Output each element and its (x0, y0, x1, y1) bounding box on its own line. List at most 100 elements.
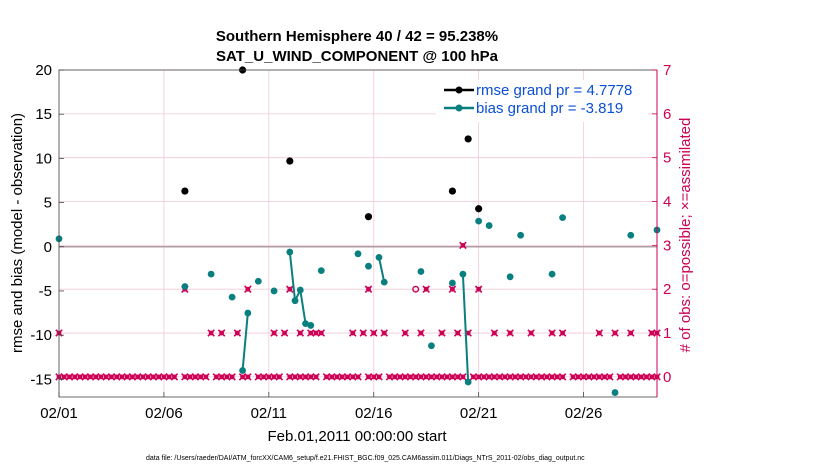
obs-count-possible-marker-dot (439, 330, 445, 336)
obs-count-possible-marker-dot (423, 286, 429, 292)
obs-count-assimilated-marker-dot (549, 374, 555, 380)
obs-count-assimilated-marker-dot (460, 374, 466, 380)
obs-count-assimilated-marker-dot (355, 374, 361, 380)
obs-count-assimilated-marker-dot (329, 374, 335, 380)
x-tick-label: 02/16 (355, 405, 393, 422)
obs-count-possible-marker-dot (381, 330, 387, 336)
obs-count-possible-marker (490, 329, 499, 337)
legend-rmse-marker (455, 86, 463, 94)
obs-count-assimilated-marker-dot (172, 374, 177, 380)
obs-count-possible-marker (244, 285, 252, 293)
obs-count-assimilated-marker-dot (67, 374, 72, 380)
obs-count-possible-marker-dot (318, 330, 324, 336)
obs-count-assimilated-marker-dot (182, 374, 188, 380)
obs-count-possible-marker-dot (360, 330, 366, 336)
legend-box (436, 80, 648, 122)
obs-count-assimilated-marker-dot (623, 374, 628, 380)
obs-count-assimilated-marker-dot (103, 374, 109, 380)
obs-count-assimilated-marker-dot (376, 374, 382, 380)
obs-count-assimilated-marker-dot (586, 374, 592, 380)
bias-point (428, 342, 435, 350)
obs-count-assimilated-marker-dot (638, 374, 644, 380)
obs-count-open-marker (412, 285, 420, 293)
obs-count-assimilated-marker-dot (61, 374, 67, 380)
obs-count-assimilated-marker-dot (602, 374, 607, 380)
obs-count-assimilated-marker-dot (434, 374, 440, 380)
obs-count-assimilated-marker-dot (240, 374, 245, 380)
obs-count-assimilated-marker-dot (544, 374, 550, 380)
bias-point (380, 278, 388, 286)
y2-tick-label: 5 (663, 150, 671, 167)
obs-count-possible-marker (401, 329, 409, 337)
y2-tick-label: 7 (663, 62, 671, 79)
rmse-point (181, 187, 189, 195)
obs-count-possible-marker-dot (612, 330, 618, 336)
obs-count-assimilated-marker (354, 373, 362, 381)
obs-count-assimilated-marker-dot (271, 374, 277, 380)
obs-count-assimilated-marker-dot (429, 374, 434, 380)
legend-rmse-label: rmse grand pr = 4.7778 (476, 82, 632, 99)
obs-count-assimilated-marker-dot (617, 374, 623, 380)
bias-point (375, 253, 383, 261)
obs-count-possible-marker (317, 329, 326, 337)
obs-count-assimilated-marker-dot (187, 374, 193, 380)
bias-point (548, 270, 556, 278)
y2-tick-label: 0 (663, 369, 671, 386)
obs-count-assimilated-marker-dot (471, 374, 476, 380)
obs-count-assimilated-marker-dot (607, 374, 613, 380)
obs-count-assimilated-marker-dot (455, 374, 461, 380)
obs-count-assimilated-marker-dot (528, 374, 534, 380)
obs-count-assimilated-marker-dot (109, 374, 114, 380)
x-tick-label: 02/11 (251, 405, 287, 422)
obs-count-assimilated-marker-dot (255, 374, 261, 380)
x-axis-ticks: 02/01 02/06 02/11 02/16 02/21 02/26 (40, 392, 602, 422)
obs-count-assimilated-marker-dot (219, 374, 225, 380)
obs-count-assimilated-marker-dot (628, 374, 634, 380)
obs-count-possible-marker-dot (350, 330, 356, 336)
bias-point (559, 214, 566, 221)
obs-count-possible-marker-dot (528, 330, 534, 336)
obs-count-assimilated-marker-dot (392, 374, 398, 380)
obs-count-assimilated-marker-dot (523, 374, 529, 380)
obs-count-assimilated-marker-dot (633, 374, 639, 380)
bias-point (354, 250, 362, 258)
obs-count-possible-marker (348, 329, 357, 337)
y-tick-label: 0 (44, 239, 52, 256)
obs-count-possible-marker-dot (476, 286, 482, 292)
x-tick-label: 02/06 (145, 405, 183, 422)
bias-point (317, 267, 325, 275)
obs-count-assimilated-marker (606, 373, 614, 381)
obs-count-assimilated-marker-dot (387, 374, 392, 380)
obs-count-possible-marker (359, 329, 368, 337)
obs-count-assimilated-marker-dot (402, 374, 408, 380)
obs-count-assimilated-marker-dot (213, 374, 219, 380)
chart-title: Southern Hemisphere 40 / 42 = 95.238% (216, 28, 498, 45)
bias-point (239, 367, 246, 374)
obs-count-assimilated-marker-dot (649, 374, 655, 380)
y-tick-label: 15 (35, 106, 52, 123)
obs-count-assimilated-marker-dot (554, 374, 560, 380)
obs-count-assimilated-marker-dot (166, 374, 172, 380)
obs-count-possible-marker (453, 329, 462, 337)
obs-count-assimilated-marker-dot (591, 374, 597, 380)
obs-count-assimilated-marker (170, 373, 179, 381)
obs-count-assimilated-marker-dot (292, 374, 298, 380)
obs-count-possible-marker (459, 241, 467, 250)
obs-count-assimilated-marker-dot (371, 374, 377, 380)
obs-count-assimilated-marker (202, 373, 210, 381)
obs-count-assimilated-marker-dot (135, 374, 141, 380)
obs-count-assimilated-marker-dot (497, 374, 503, 380)
y2-tick-label: 6 (663, 106, 671, 123)
obs-count-assimilated-marker-dot (229, 374, 235, 380)
obs-count-assimilated-marker-dot (151, 374, 156, 380)
obs-count-assimilated-marker (375, 373, 383, 381)
obs-count-assimilated-marker-dot (198, 374, 204, 380)
obs-count-possible-marker (296, 329, 305, 337)
obs-count-possible-marker-dot (596, 330, 602, 336)
obs-count-possible-marker-dot (297, 330, 303, 336)
x-tick-label: 02/01 (40, 405, 78, 422)
obs-count-assimilated-marker-dot (444, 374, 450, 380)
obs-count-assimilated-marker-dot (476, 374, 482, 380)
obs-count-possible-marker (270, 329, 278, 337)
